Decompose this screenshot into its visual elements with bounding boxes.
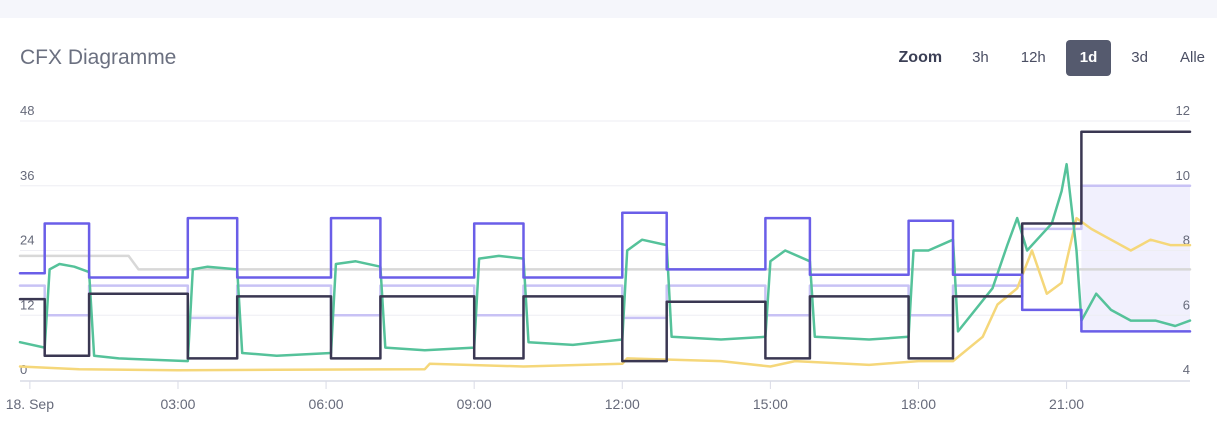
series-line-gray	[18, 254, 1192, 271]
x-tick-label: 18:00	[901, 396, 936, 412]
y-right-tick-label: 8	[1183, 233, 1190, 248]
y-left-tick-label: 36	[20, 168, 34, 183]
x-tick-label: 12:00	[605, 396, 640, 412]
x-tick-label: 15:00	[753, 396, 788, 412]
chart-title: CFX Diagramme	[20, 46, 177, 69]
zoom-button-1d[interactable]: 1d	[1065, 40, 1112, 76]
x-tick-label: 18. Sep	[6, 396, 54, 412]
series-line-lavender	[18, 184, 1192, 320]
y-right-tick-label: 10	[1176, 168, 1190, 183]
zoom-toolbar: Zoom 3h 12h 1d 3d Alle	[899, 40, 1217, 76]
zoom-label: Zoom	[898, 49, 943, 66]
y-right-tick-label: 6	[1183, 297, 1190, 312]
y-right-tick-label: 12	[1176, 103, 1190, 118]
top-strip	[0, 0, 1217, 18]
zoom-button-12h[interactable]: 12h	[1020, 49, 1046, 66]
series-line-green	[18, 162, 1192, 363]
zoom-button-3h[interactable]: 3h	[972, 49, 989, 66]
series-line-yellow	[18, 216, 1192, 372]
y-left-tick-label: 48	[20, 103, 34, 118]
x-tick-label: 03:00	[160, 396, 195, 412]
x-tick-label: 21:00	[1049, 396, 1084, 412]
series-line-dark	[18, 130, 1192, 363]
x-tick-label: 06:00	[309, 396, 344, 412]
y-right-tick-label: 4	[1183, 362, 1190, 377]
zoom-button-3d[interactable]: 3d	[1131, 49, 1148, 66]
zoom-button-alle[interactable]: Alle	[1179, 49, 1205, 66]
y-left-tick-label: 24	[20, 233, 34, 248]
y-left-tick-label: 12	[20, 297, 34, 312]
highlight-band	[1081, 185, 1190, 332]
y-left-tick-label: 0	[20, 362, 27, 377]
x-tick-label: 09:00	[457, 396, 492, 412]
series-line-purple	[18, 211, 1192, 333]
